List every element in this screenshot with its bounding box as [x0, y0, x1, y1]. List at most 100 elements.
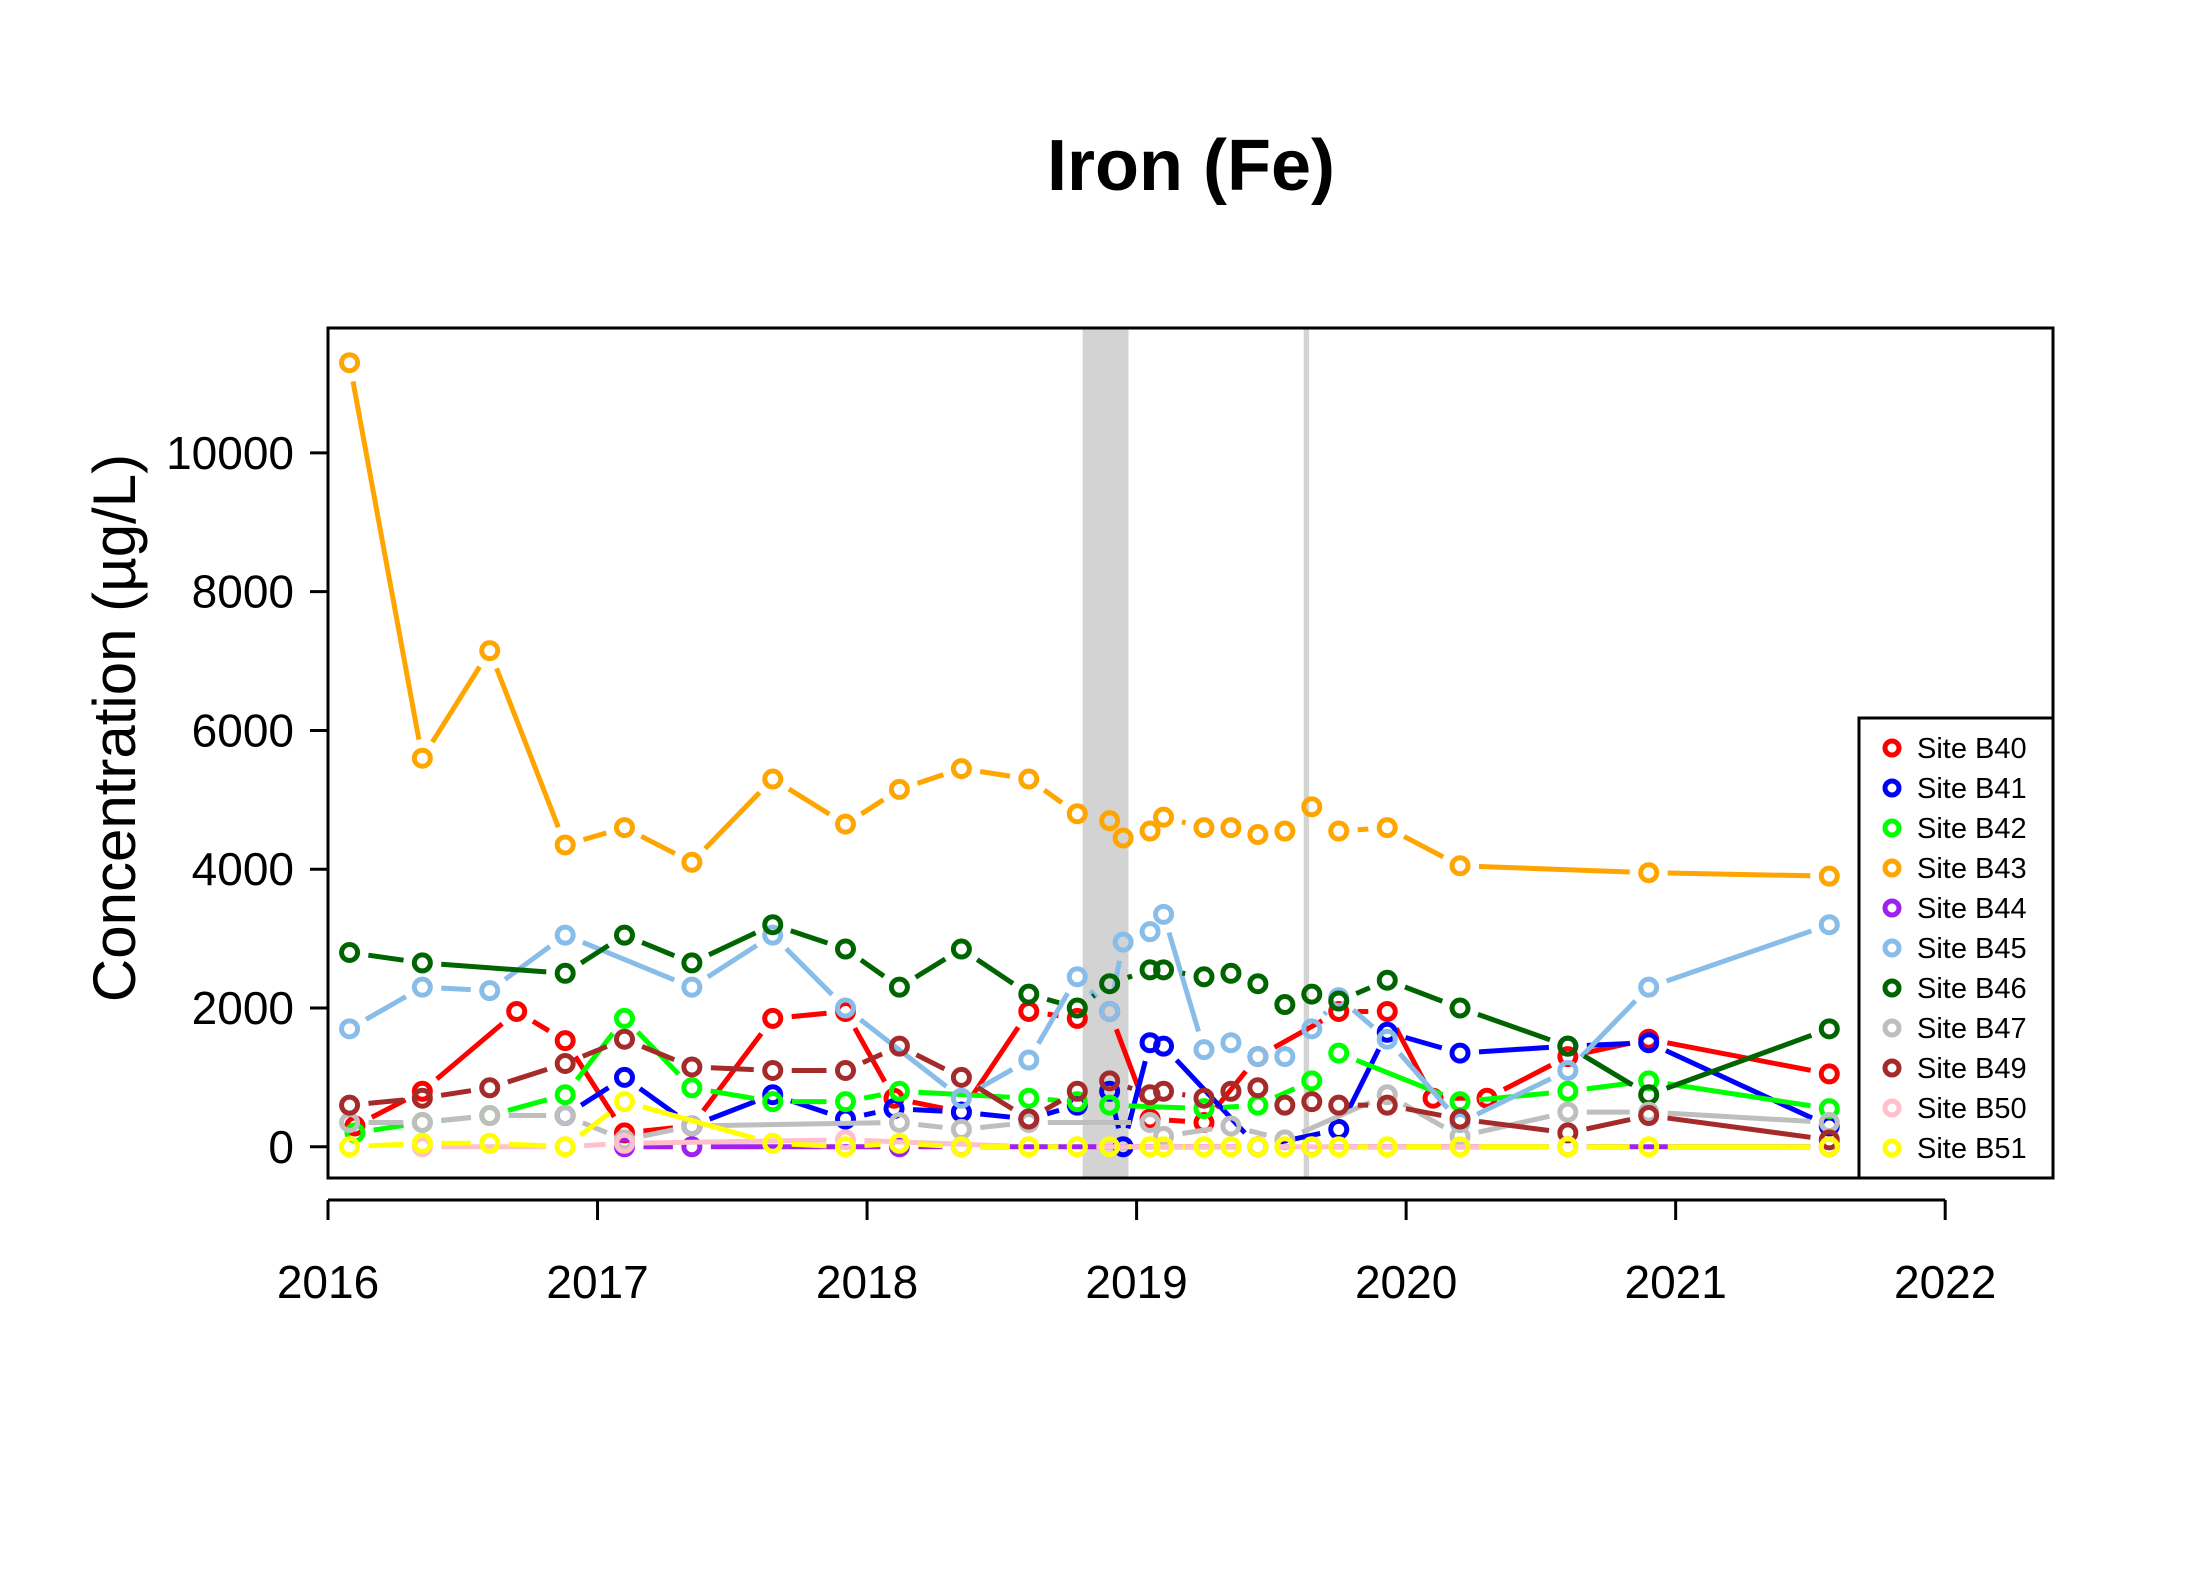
series-segment — [852, 1026, 887, 1083]
data-point — [1153, 903, 1175, 925]
data-point — [762, 1084, 784, 1106]
legend-label: Site B42 — [1917, 813, 2027, 845]
series-segment — [508, 1141, 547, 1149]
legend-marker — [1882, 978, 1902, 998]
data-point — [835, 1136, 856, 1158]
series-segment — [531, 1019, 551, 1033]
series-segment — [707, 930, 757, 958]
data-point — [835, 938, 856, 960]
data-point — [411, 1111, 433, 1133]
data-point — [1018, 1136, 1040, 1158]
series-site-b43 — [339, 352, 1840, 887]
series-segment — [1181, 1092, 1186, 1098]
data-point — [762, 1132, 784, 1154]
data-point — [888, 1132, 910, 1154]
data-point — [762, 1007, 784, 1029]
data-point — [835, 1091, 856, 1113]
data-point — [1099, 1136, 1121, 1158]
data-point — [1099, 810, 1121, 832]
data-point — [1153, 1136, 1175, 1158]
series-segment — [1405, 1106, 1442, 1118]
data-point — [1638, 862, 1660, 884]
data-point — [1153, 1080, 1175, 1102]
series-segment — [579, 943, 610, 966]
series-segment — [584, 1141, 606, 1149]
data-point — [1139, 1111, 1161, 1133]
series-segment — [969, 1025, 1021, 1098]
series-segment — [368, 952, 404, 963]
data-point — [554, 1084, 576, 1106]
data-point — [1818, 1136, 1840, 1158]
data-point — [1193, 966, 1215, 988]
data-point — [1099, 1000, 1121, 1022]
series-site-b47 — [339, 1084, 1840, 1151]
data-point — [554, 1105, 576, 1127]
data-point — [950, 1087, 972, 1109]
series-segment — [1402, 834, 1445, 860]
series-segment — [1502, 1063, 1553, 1092]
legend-marker — [1882, 858, 1902, 878]
data-point — [888, 1080, 910, 1102]
data-point — [762, 768, 784, 790]
chart-title: Iron (Fe) — [1047, 126, 1335, 206]
series-segment — [787, 786, 831, 817]
series-segment — [642, 1104, 756, 1141]
data-point — [1557, 1080, 1579, 1102]
series-segment — [916, 772, 945, 786]
series-segment — [1344, 1048, 1382, 1114]
series-segment — [1046, 996, 1060, 1006]
series-segment — [863, 1092, 882, 1101]
series-segment — [441, 961, 547, 975]
shaded-band — [1303, 328, 1310, 1178]
series-segment — [710, 1088, 755, 1101]
series-segment — [640, 834, 677, 856]
data-point — [479, 1077, 501, 1099]
data-point — [339, 1136, 361, 1158]
series-segment — [1044, 1098, 1063, 1112]
series-segment — [1042, 788, 1064, 805]
data-point — [1376, 1094, 1398, 1116]
y-tick-label: 2000 — [192, 982, 294, 1034]
data-point — [1018, 768, 1040, 790]
data-point — [1018, 1108, 1040, 1130]
data-point — [681, 851, 703, 873]
axes: 0 2000 4000 6000 8000 10000 2016 2017 2018 2019 20… — [166, 427, 1996, 1308]
data-point — [1018, 1087, 1040, 1109]
data-point — [1066, 1007, 1088, 1029]
legend-item: Site B42 — [1882, 813, 2027, 845]
data-point — [1376, 969, 1398, 991]
data-point — [1193, 1039, 1215, 1061]
data-point — [1328, 990, 1350, 1012]
data-point — [411, 976, 433, 998]
data-point — [1301, 1091, 1323, 1113]
series-segment — [368, 1141, 404, 1149]
legend-item: Site B45 — [1882, 933, 2027, 965]
series-segment — [1665, 928, 1813, 984]
legend-item: Site B50 — [1882, 1093, 2027, 1125]
data-point — [339, 941, 361, 963]
data-point — [411, 1080, 433, 1102]
series-segment — [710, 1065, 754, 1073]
data-point — [950, 938, 972, 960]
series-segment — [706, 943, 759, 980]
data-point — [1449, 1108, 1471, 1130]
legend-label: Site B45 — [1917, 933, 2027, 965]
data-point — [613, 924, 635, 946]
data-point — [835, 813, 856, 835]
series-segment — [1476, 1076, 1552, 1117]
legend-label: Site B50 — [1917, 1093, 2027, 1125]
data-point — [1274, 1094, 1296, 1116]
data-point — [1139, 959, 1161, 981]
series-segment — [440, 1088, 472, 1098]
x-tick-label: 2022 — [1894, 1256, 1996, 1308]
data-point — [554, 1030, 576, 1052]
legend-label: Site B40 — [1917, 733, 2027, 765]
data-point — [888, 1111, 910, 1133]
data-point — [1328, 1136, 1350, 1158]
series-segment — [1404, 984, 1444, 1004]
series-segment — [1586, 1080, 1631, 1092]
legend-label: Site B43 — [1917, 853, 2027, 885]
series-segment — [1351, 1008, 1375, 1029]
y-tick-label: 4000 — [192, 843, 294, 895]
y-tick-label: 6000 — [192, 704, 294, 756]
